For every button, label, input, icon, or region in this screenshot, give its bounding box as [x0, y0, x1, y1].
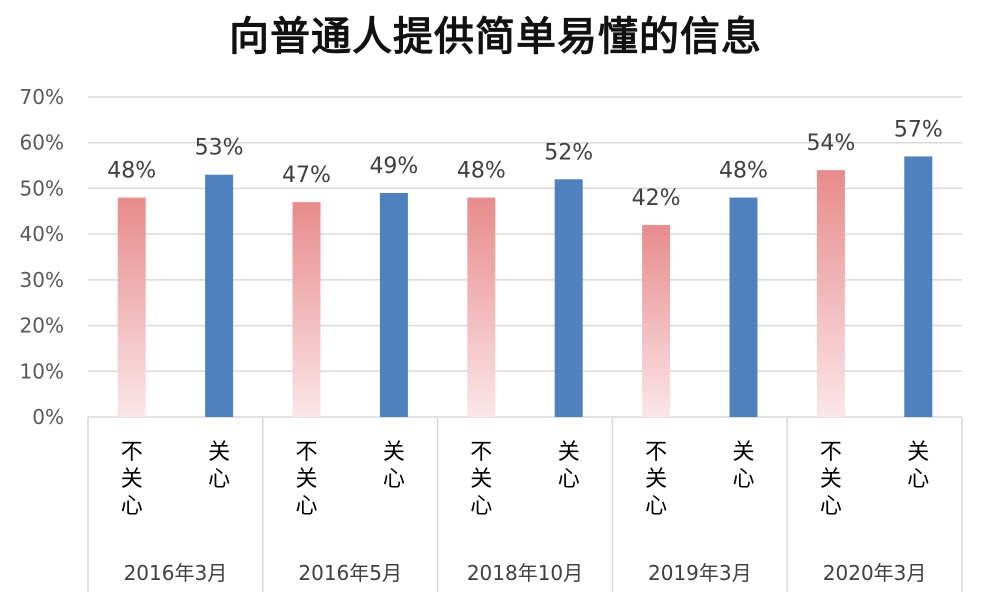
y-tick-label: 30% [20, 268, 64, 292]
series-category-label: 关心 [732, 440, 754, 492]
group-label: 2020年3月 [823, 561, 927, 585]
gridlines [88, 96, 962, 418]
data-label: 52% [544, 140, 593, 165]
chart-title: 向普通人提供简单易懂的信息 [229, 14, 762, 60]
series-category-label: 关心 [558, 440, 580, 492]
series-category-label: 不关心 [645, 440, 667, 519]
data-label: 47% [282, 163, 331, 188]
bar [117, 197, 146, 417]
bar [379, 193, 408, 417]
data-label: 57% [894, 117, 943, 142]
series-category-label: 关心 [907, 440, 929, 492]
y-tick-label: 10% [20, 359, 64, 383]
group-label: 2018年10月 [467, 561, 583, 585]
bar [642, 225, 671, 417]
group-label: 2016年5月 [298, 561, 402, 585]
data-label: 49% [369, 154, 418, 179]
x-axis: 不关心 关心 2016年3月 不关心 关心 2016年5月 不关心 关心 2018年10月 不关心… [87, 417, 963, 592]
y-tick-label: 70% [20, 85, 64, 109]
bar [467, 197, 496, 417]
data-label: 48% [719, 159, 768, 184]
series-category-label: 不关心 [820, 440, 842, 519]
series-category-label: 关心 [383, 440, 405, 492]
data-label: 48% [107, 159, 156, 184]
group-label: 2016年3月 [124, 561, 228, 585]
data-label: 42% [632, 186, 681, 211]
data-label: 53% [195, 136, 244, 161]
y-tick-label: 40% [20, 222, 64, 246]
y-tick-label: 20% [20, 314, 64, 338]
data-label: 48% [457, 159, 506, 184]
y-tick-label: 0% [32, 405, 64, 429]
bar [729, 197, 758, 417]
series-category-label: 不关心 [121, 440, 143, 519]
y-tick-label: 60% [20, 131, 64, 155]
y-tick-label: 50% [20, 176, 64, 200]
group-label: 2019年3月 [648, 561, 752, 585]
bars [117, 156, 933, 417]
bar [554, 179, 583, 417]
bar [292, 202, 321, 417]
series-category-label: 不关心 [470, 440, 492, 519]
series-category-label: 关心 [208, 440, 230, 492]
bar [816, 170, 845, 417]
series-category-label: 不关心 [295, 440, 317, 519]
bar [205, 174, 234, 417]
data-labels: 48% 53% 47% 49% 48% 52% 42% 48% 54% 57% [107, 117, 943, 211]
bar [904, 156, 933, 417]
data-label: 54% [806, 131, 855, 156]
y-axis: 0% 10% 20% 30% 40% 50% 60% 70% [20, 85, 64, 429]
